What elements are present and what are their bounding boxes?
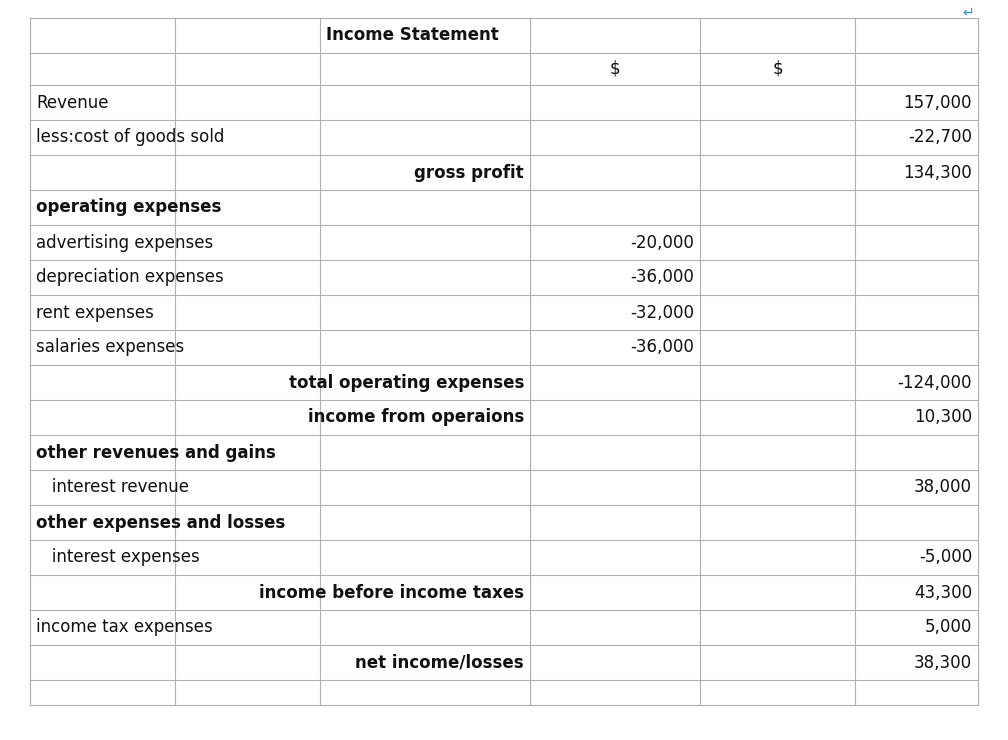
Text: advertising expenses: advertising expenses (36, 234, 214, 252)
Text: other revenues and gains: other revenues and gains (36, 443, 276, 462)
Text: rent expenses: rent expenses (36, 303, 154, 321)
Text: Revenue: Revenue (36, 93, 109, 112)
Text: operating expenses: operating expenses (36, 198, 222, 217)
Text: total operating expenses: total operating expenses (288, 374, 524, 391)
Text: -36,000: -36,000 (630, 269, 694, 286)
Text: less:cost of goods sold: less:cost of goods sold (36, 129, 225, 147)
Text: -32,000: -32,000 (630, 303, 694, 321)
Text: interest expenses: interest expenses (36, 548, 200, 567)
Text: -36,000: -36,000 (630, 338, 694, 357)
Text: income before income taxes: income before income taxes (259, 584, 524, 602)
Text: 157,000: 157,000 (903, 93, 972, 112)
Text: income from operaions: income from operaions (307, 408, 524, 426)
Text: net income/losses: net income/losses (356, 653, 524, 671)
Text: 5,000: 5,000 (924, 619, 972, 636)
Text: $: $ (772, 60, 783, 78)
Text: income tax expenses: income tax expenses (36, 619, 213, 636)
Text: salaries expenses: salaries expenses (36, 338, 184, 357)
Text: other expenses and losses: other expenses and losses (36, 514, 285, 531)
Text: -5,000: -5,000 (918, 548, 972, 567)
Text: 38,000: 38,000 (914, 479, 972, 497)
Text: 38,300: 38,300 (914, 653, 972, 671)
Text: $: $ (610, 60, 620, 78)
Text: -22,700: -22,700 (908, 129, 972, 147)
Text: depreciation expenses: depreciation expenses (36, 269, 224, 286)
Text: Income Statement: Income Statement (326, 27, 499, 44)
Text: ↵: ↵ (963, 6, 974, 20)
Text: 43,300: 43,300 (914, 584, 972, 602)
Text: 134,300: 134,300 (903, 164, 972, 181)
Text: gross profit: gross profit (414, 164, 524, 181)
Text: -20,000: -20,000 (630, 234, 694, 252)
Text: 10,300: 10,300 (914, 408, 972, 426)
Text: -124,000: -124,000 (897, 374, 972, 391)
Text: interest revenue: interest revenue (36, 479, 190, 497)
